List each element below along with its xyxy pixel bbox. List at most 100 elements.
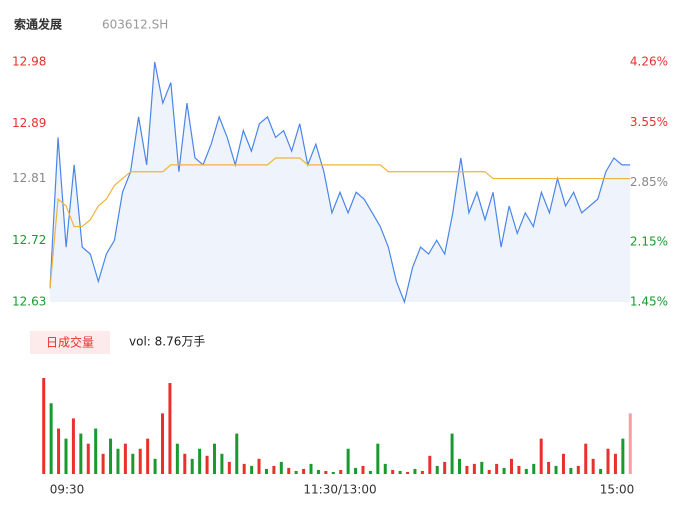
legend-box: [30, 331, 110, 354]
volume-bar: [554, 465, 558, 474]
volume-bar: [576, 465, 580, 474]
volume-bar: [316, 469, 320, 474]
volume-bar: [487, 469, 491, 474]
volume-bar: [591, 458, 595, 474]
volume-bar: [264, 468, 268, 474]
volume-bar: [354, 467, 358, 474]
volume-bar: [368, 470, 372, 474]
volume-bar: [250, 465, 254, 474]
volume-bar: [509, 458, 513, 474]
volume-bar: [302, 468, 306, 474]
volume-bar: [49, 403, 53, 474]
y-tick-label: 12.81: [12, 171, 46, 185]
volume-bar: [257, 458, 261, 474]
y-tick-label: 12.89: [12, 116, 46, 130]
x-tick-label: 09:30: [50, 483, 85, 497]
volume-bar: [220, 453, 224, 474]
volume-bar: [569, 467, 573, 474]
y2-tick-label: 3.55%: [630, 115, 668, 129]
volume-bar: [561, 453, 565, 474]
volume-bar: [472, 463, 476, 474]
volume-bar: [161, 413, 165, 474]
y-tick-label: 12.63: [12, 295, 46, 309]
y2-tick-label: 2.85%: [630, 175, 668, 189]
volume-bar: [42, 378, 46, 474]
volume-bar: [198, 448, 202, 474]
volume-bar: [294, 470, 298, 474]
volume-bar: [502, 467, 506, 474]
price-area: [50, 62, 630, 302]
volume-bar: [324, 470, 328, 474]
volume-bar: [57, 428, 61, 474]
volume-bar: [168, 383, 172, 474]
volume-bar: [71, 418, 75, 474]
volume-bar: [183, 453, 187, 474]
volume-bar: [101, 453, 105, 474]
volume-bar: [450, 433, 454, 474]
volume-bar: [339, 469, 343, 474]
x-tick-label: 11:30/13:00: [303, 483, 376, 497]
volume-bar: [376, 443, 380, 474]
volume-bar: [146, 438, 150, 474]
volume-bar: [116, 448, 120, 474]
volume-bar: [309, 463, 313, 474]
volume-bar: [435, 465, 439, 474]
volume-bar: [584, 443, 588, 474]
y2-tick-label: 4.26%: [630, 55, 668, 69]
y-tick-label: 12.72: [12, 233, 46, 247]
volume-bar: [547, 461, 551, 474]
y2-tick-label: 1.45%: [630, 295, 668, 309]
volume-bar: [109, 438, 113, 474]
y-tick-label: 12.98: [12, 55, 46, 69]
volume-bar: [205, 455, 209, 474]
volume-bar: [480, 461, 484, 474]
volume-bar: [175, 443, 179, 474]
volume-bar: [331, 471, 335, 474]
volume-bar: [391, 469, 395, 474]
legend-label: 日成交量: [46, 335, 94, 350]
volume-bar: [517, 465, 521, 474]
x-tick-label: 15:00: [600, 483, 635, 497]
volume-bar: [279, 461, 283, 474]
volume-bar: [532, 463, 536, 474]
volume-bar: [495, 463, 499, 474]
volume-bar: [458, 458, 462, 474]
stock-name: 索通发展: [14, 17, 62, 32]
volume-bar: [272, 465, 276, 474]
volume-bar: [123, 443, 127, 474]
price-line: [49, 61, 630, 305]
volume-bar: [190, 458, 194, 474]
volume-bar: [212, 443, 216, 474]
volume-bar: [227, 461, 231, 474]
volume-bar: [420, 470, 424, 474]
y2-tick-label: 2.15%: [630, 235, 668, 249]
volume-bar: [153, 458, 157, 474]
volume-bar: [599, 468, 603, 474]
volume-bar: [398, 470, 402, 474]
volume-bar: [621, 438, 625, 474]
volume-bar: [346, 448, 350, 474]
volume-bar: [613, 453, 617, 474]
volume-bar: [79, 433, 83, 474]
volume-bar: [406, 471, 410, 474]
volume-bar: [524, 468, 528, 474]
volume-bar: [64, 438, 68, 474]
volume-text: vol: 8.76万手: [129, 335, 205, 349]
volume-bar: [361, 465, 365, 474]
volume-bar: [287, 467, 291, 474]
average-line: [49, 157, 630, 289]
volume-bar: [131, 453, 135, 474]
volume-bar: [443, 461, 447, 474]
stock-code: 603612.SH: [102, 18, 168, 32]
volume-bar: [465, 465, 469, 474]
volume-bar: [413, 468, 417, 474]
volume-bar: [606, 448, 610, 474]
volume-bar: [235, 433, 239, 474]
volume-bar: [539, 438, 543, 474]
volume-bar: [138, 448, 142, 474]
volume-bar: [428, 455, 432, 474]
volume-bar: [242, 463, 246, 474]
volume-bar: [94, 428, 98, 474]
volume-bar: [383, 463, 387, 474]
